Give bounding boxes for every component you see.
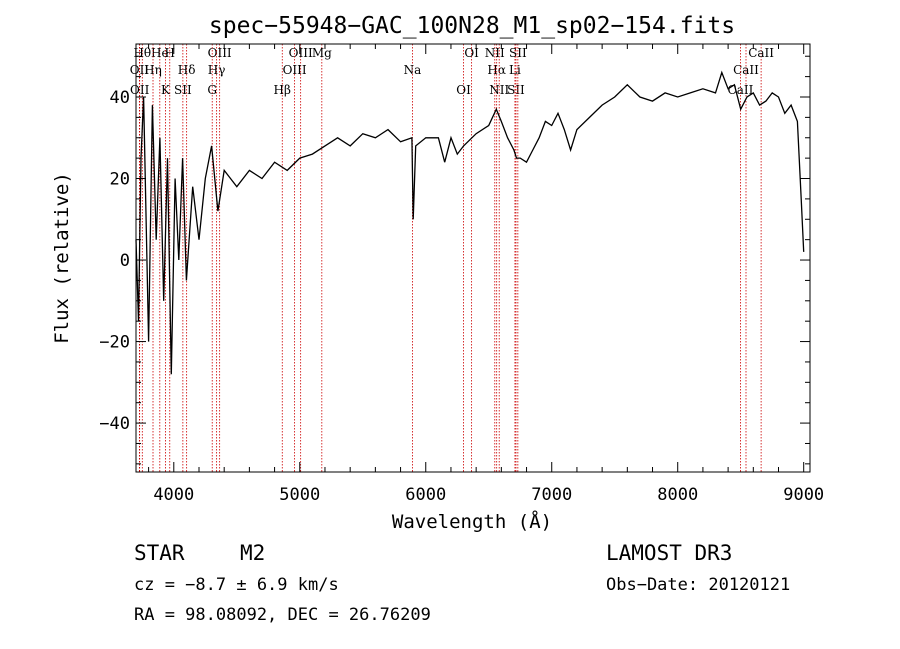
axis-ticks: 4000 5000 6000 7000 8000 9000 −40 −20 0 20 40 — [99, 44, 824, 505]
line-marker-label: Na — [404, 63, 422, 77]
line-marker-label: Hγ — [208, 63, 226, 77]
redshift-cz: cz = −8.7 ± 6.9 km/s — [134, 575, 339, 595]
line-marker-label: CaII — [728, 83, 754, 97]
line-marker-label: Mg — [312, 46, 332, 60]
line-marker-label: G — [207, 83, 217, 97]
line-marker-label: CaII — [733, 63, 759, 77]
spectrum-series-line — [135, 70, 805, 375]
line-marker-label: OI — [464, 46, 479, 60]
line-marker-label: NII — [489, 83, 509, 97]
line-marker-label: Hα — [487, 63, 506, 77]
line-marker-label: He — [151, 46, 169, 60]
line-marker-label: SII — [509, 46, 527, 60]
line-marker-label: Li — [509, 63, 521, 77]
observation-date: Obs−Date: 20120121 — [606, 575, 790, 595]
x-tick-label: 4000 — [153, 485, 194, 505]
x-tick-label: 5000 — [279, 485, 320, 505]
y-tick-label: 0 — [120, 251, 130, 271]
plot-frame — [135, 43, 811, 473]
chart-title: spec−55948−GAC_100N28_M1_sp02−154.fits — [209, 13, 735, 39]
line-marker-label: Hη — [144, 63, 162, 77]
object-subclass: M2 — [240, 541, 265, 565]
survey-name: LAMOST DR3 — [606, 541, 732, 565]
line-marker-label: OII — [130, 83, 150, 97]
line-marker-label: CaII — [748, 46, 774, 60]
object-class: STAR — [134, 541, 185, 565]
line-marker-label: Hδ — [178, 63, 196, 77]
line-marker-label: SII — [507, 83, 525, 97]
line-marker-label: OIII — [289, 46, 313, 60]
line-marker-label: Hβ — [274, 83, 291, 97]
x-tick-label: 6000 — [405, 485, 446, 505]
line-marker-label: OIII — [283, 63, 307, 77]
emission-line-markers: HθOIIOIIHeHηKHHδSIIOIIIHγGOIIIOIIIHβMgNa… — [130, 44, 774, 472]
line-marker-label: H — [165, 46, 175, 60]
x-tick-label: 8000 — [657, 485, 698, 505]
y-tick-label: −40 — [99, 414, 130, 434]
y-tick-label: −20 — [99, 333, 130, 353]
line-marker-label: K — [161, 83, 171, 97]
coordinates: RA = 98.08092, DEC = 26.76209 — [134, 605, 431, 625]
y-tick-label: 20 — [110, 170, 130, 190]
x-axis-label: Wavelength (Å) — [392, 510, 552, 533]
line-marker-label: NII — [485, 46, 505, 60]
x-tick-label: 9000 — [783, 485, 824, 505]
line-marker-label: OII — [130, 63, 150, 77]
line-marker-label: OIII — [208, 46, 232, 60]
line-marker-label: SII — [174, 83, 192, 97]
y-axis-label: Flux (relative) — [51, 172, 73, 344]
y-tick-label: 40 — [110, 88, 130, 108]
x-tick-label: 7000 — [531, 485, 572, 505]
line-marker-label: OI — [456, 83, 471, 97]
